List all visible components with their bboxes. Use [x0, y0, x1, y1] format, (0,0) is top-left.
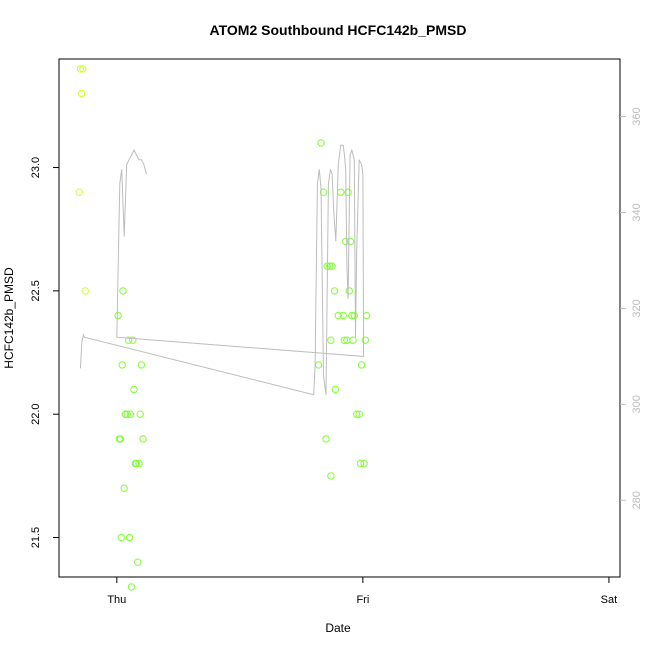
data-point	[130, 385, 138, 394]
y2-tick-label: 320	[631, 299, 643, 317]
data-point	[129, 336, 137, 344]
y-axis-label: HCFC142b_PMSD	[2, 267, 16, 369]
data-point	[81, 287, 90, 295]
y-tick-label: 22.5	[30, 280, 42, 301]
data-point	[346, 237, 355, 246]
data-point	[137, 361, 146, 369]
data-point	[327, 336, 335, 344]
data-point	[322, 435, 330, 443]
data-point	[135, 459, 143, 468]
data-point	[345, 287, 353, 295]
data-point	[356, 459, 365, 468]
data-point	[127, 583, 136, 591]
y-tick-label: 22.0	[30, 403, 42, 424]
x-axis-label: Date	[325, 621, 351, 635]
data-point	[327, 472, 335, 480]
y2-tick-label: 360	[631, 107, 643, 125]
data-point	[349, 336, 357, 344]
data-point	[339, 311, 347, 320]
data-point	[132, 459, 141, 468]
data-point	[75, 188, 84, 196]
x-tick-label: Fri	[356, 594, 369, 606]
data-point	[361, 336, 369, 344]
data-point	[355, 410, 363, 418]
x-axis: Thu Fri Sat	[107, 577, 617, 606]
data-point	[118, 361, 126, 369]
plot-frame	[58, 58, 621, 578]
data-point	[114, 311, 122, 320]
y2-tick-label: 300	[631, 395, 643, 413]
x-tick-label: Thu	[107, 594, 126, 606]
data-point	[79, 65, 87, 73]
data-point	[117, 533, 126, 542]
data-point	[139, 435, 147, 443]
y-tick-label: 23.0	[30, 157, 42, 178]
data-point	[328, 262, 336, 270]
data-point	[314, 361, 323, 369]
y2-tick-label: 340	[631, 203, 643, 221]
series-line	[79, 144, 365, 396]
y2-tick-label: 280	[631, 491, 643, 509]
data-point	[337, 188, 345, 196]
y-tick-label: 21.5	[30, 527, 42, 548]
data-point	[353, 410, 361, 418]
data-point	[330, 287, 339, 295]
data-point	[120, 484, 128, 492]
y-axis: 21.5 22.0 22.5 23.0	[30, 157, 59, 548]
plot-marks	[75, 65, 371, 591]
data-point	[126, 410, 135, 418]
data-point	[319, 188, 328, 196]
data-point	[116, 435, 125, 443]
data-point	[326, 262, 334, 270]
data-point	[360, 459, 368, 468]
data-point	[77, 89, 86, 98]
data-point	[362, 311, 371, 320]
data-point	[334, 311, 342, 320]
chart-title: ATOM2 Southbound HCFC142b_PMSD	[210, 22, 467, 38]
data-point	[134, 558, 142, 566]
data-point	[331, 385, 339, 394]
x-tick-label: Sat	[601, 594, 618, 606]
data-point	[76, 65, 85, 73]
data-point	[123, 410, 131, 418]
data-point	[344, 188, 352, 196]
y2-axis: 280 300 320 340 360	[620, 107, 643, 509]
data-point	[350, 311, 358, 320]
data-point	[357, 361, 366, 369]
data-point	[119, 287, 127, 295]
data-point	[124, 336, 133, 344]
data-point	[136, 410, 144, 418]
data-point	[125, 533, 134, 542]
data-point	[317, 139, 325, 147]
data-point	[340, 336, 349, 344]
